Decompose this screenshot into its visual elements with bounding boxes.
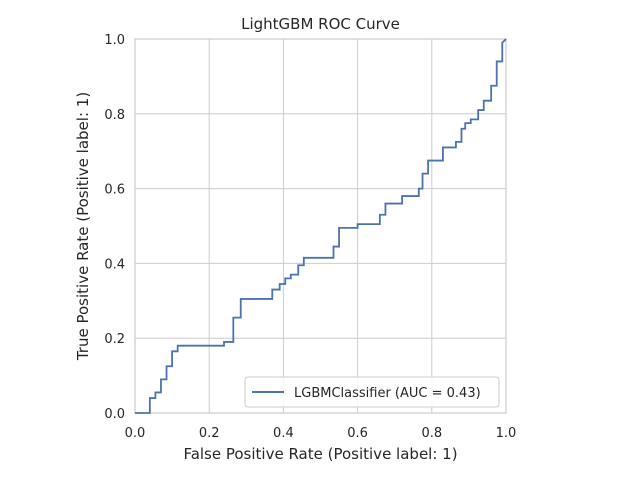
series-layer [135,38,507,414]
x-tick-label: 0.6 [347,426,368,441]
legend-box [244,376,500,408]
y-tick-label: 0.4 [104,257,125,272]
y-tick-label: 1.0 [104,33,125,48]
y-axis-label: True Positive Rate (Positive label: 1) [74,92,92,361]
y-tick-label: 0.6 [104,183,125,198]
chart-title: LightGBM ROC Curve [241,15,400,33]
tick-labels: 0.0 0.2 0.4 0.6 0.8 1.0 0.0 0.2 0.4 0.6 0.8 1.0 [104,33,516,441]
plot-area [134,38,507,414]
y-tick-label: 0.8 [104,108,125,123]
y-tick-label: 0.2 [104,332,125,347]
roc-curve-line [135,38,507,414]
x-axis-label: False Positive Rate (Positive label: 1) [183,445,457,463]
grid-lines [134,38,507,414]
y-tick-label: 0.0 [104,407,125,422]
x-tick-label: 0.2 [199,426,220,441]
legend-label: LGBMClassifier (AUC = 0.43) [294,386,481,401]
x-tick-label: 0.4 [273,426,294,441]
legend: LGBMClassifier (AUC = 0.43) [244,376,500,408]
x-tick-label: 0.8 [421,426,442,441]
x-tick-label: 0.0 [125,426,146,441]
x-tick-label: 1.0 [496,426,517,441]
